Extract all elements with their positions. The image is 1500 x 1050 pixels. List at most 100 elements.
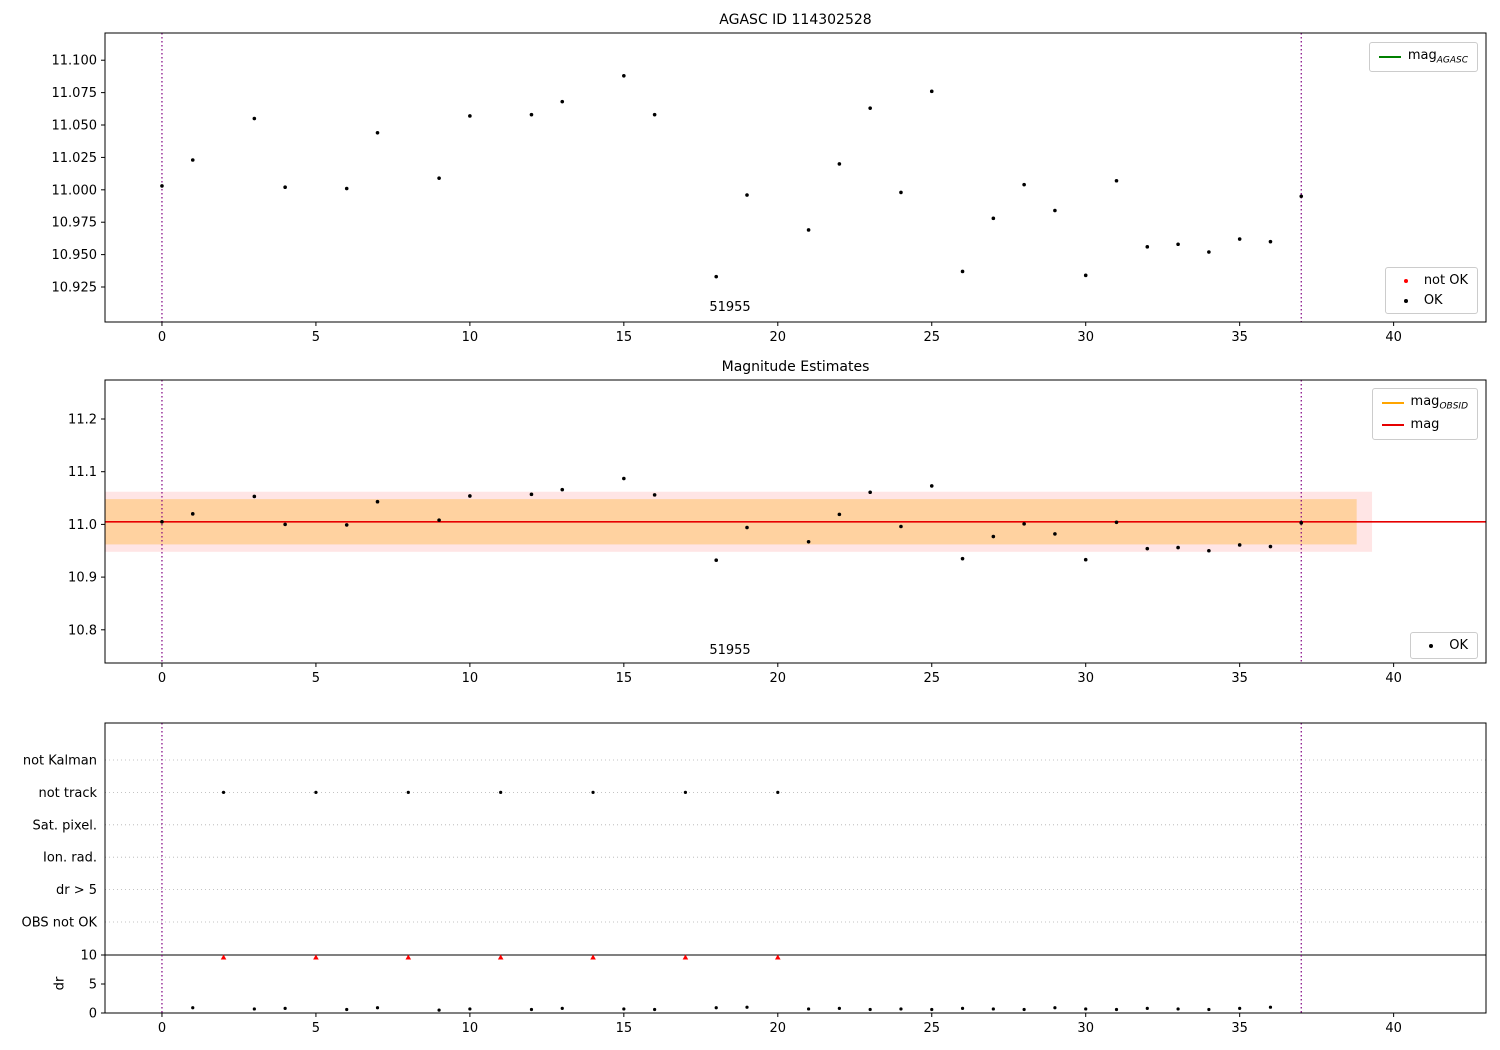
data-point-ok (1268, 239, 1273, 244)
dr-clipped-marker (774, 954, 781, 960)
legend-ok: OK (1410, 632, 1478, 659)
dr-point (191, 1006, 195, 1010)
data-point-ok (375, 499, 380, 504)
y-tick-label: 11.025 (52, 151, 98, 166)
legend-label-sub: AGASC (1436, 55, 1468, 66)
x-tick-label: 20 (770, 671, 787, 686)
y-tick-label: 10.975 (52, 216, 98, 231)
data-point-ok (622, 476, 626, 481)
data-point-ok (899, 524, 903, 529)
data-point-ok (468, 494, 472, 498)
data-point-ok (1145, 546, 1150, 551)
category-label: Ion. rad. (43, 851, 97, 866)
dr-point (1084, 1007, 1088, 1011)
legend-mag-agasc: magAGASC (1368, 42, 1478, 72)
dr-point (991, 1007, 995, 1011)
data-point-ok (899, 190, 903, 195)
flag-point-not-track (776, 790, 780, 795)
x-tick-label: 15 (616, 330, 633, 345)
y-tick-label: 11.000 (52, 183, 98, 198)
legend-label: magOBSID (1411, 394, 1468, 412)
ok-dot-swatch (1403, 298, 1408, 303)
data-point-ok (714, 274, 719, 279)
data-point-ok (190, 512, 195, 516)
data-point-ok (868, 106, 872, 110)
x-tick-label: 25 (923, 1021, 940, 1036)
data-point-ok (1053, 208, 1057, 213)
data-point-ok (252, 116, 257, 121)
data-point-ok (344, 523, 349, 527)
x-tick-label: 35 (1231, 1021, 1248, 1036)
x-tick-label: 10 (462, 671, 479, 686)
data-point-ok (1022, 522, 1026, 526)
x-tick-label: 25 (923, 671, 940, 686)
data-point-ok (283, 185, 287, 190)
flag-point-not-track (591, 790, 595, 795)
legend-label-sub: OBSID (1439, 401, 1468, 412)
data-point-ok (1083, 557, 1088, 562)
dr-point (1022, 1007, 1026, 1012)
legend-mag-obsid: magOBSID mag (1371, 388, 1478, 441)
plot1-obsid-annotation: 51955 (709, 300, 751, 315)
dr-point (252, 1007, 256, 1011)
dr-point (468, 1007, 472, 1011)
dr-point (1145, 1006, 1149, 1010)
dr-clipped-marker (220, 954, 227, 960)
legend-label: OK (1424, 293, 1443, 308)
legend-label-main: mag (1410, 394, 1440, 409)
data-point-ok (1114, 520, 1119, 525)
data-point-ok (837, 162, 842, 166)
data-point-ok (837, 512, 842, 517)
axes-frame (104, 32, 1487, 323)
plot2-obsid-annotation: 51955 (709, 643, 751, 658)
legend-label-main: mag (1410, 416, 1440, 432)
data-point-ok (160, 184, 164, 188)
dr-point (1268, 1005, 1273, 1009)
data-point-ok (1114, 178, 1119, 183)
legend-label-main: OK (1449, 638, 1468, 653)
not-ok-dot-swatch (1403, 278, 1408, 283)
plot2-title: Magnitude Estimates (721, 359, 870, 375)
x-tick-label: 20 (770, 1021, 787, 1036)
axes-frame (104, 722, 1487, 1014)
legend-item-mag: mag (1381, 416, 1468, 435)
y-tick-label: 11.100 (52, 54, 98, 69)
dr-point (375, 1006, 380, 1010)
plot1-title: AGASC ID 114302528 (719, 12, 872, 28)
x-tick-label: 10 (462, 1021, 479, 1036)
x-tick-label: 15 (616, 1021, 633, 1036)
dr-axis-label: dr (52, 976, 68, 991)
dr-clipped-marker (405, 954, 412, 960)
axes-frame (104, 379, 1487, 664)
data-point-ok (1207, 250, 1211, 254)
legend-item-mag-agasc: magAGASC (1378, 48, 1468, 66)
dr-point (1238, 1006, 1242, 1010)
x-tick-label: 15 (616, 671, 633, 686)
category-label: OBS not OK (22, 916, 98, 931)
dr-clipped-marker (497, 954, 504, 960)
data-point-ok (560, 99, 565, 104)
dr-point (1114, 1007, 1119, 1012)
dr-clipped-marker (313, 954, 319, 960)
x-tick-label: 0 (158, 1021, 166, 1036)
data-point-ok (806, 228, 811, 232)
x-tick-label: 20 (770, 330, 787, 345)
data-point-ok (806, 539, 811, 544)
dr-point (529, 1007, 534, 1012)
legend-item-ok: OK (1420, 638, 1468, 653)
data-point-ok (468, 114, 472, 118)
x-tick-label: 0 (158, 671, 166, 686)
data-point-ok (190, 158, 195, 162)
legend-ok-notok: not OK OK (1384, 267, 1478, 314)
data-point-ok (652, 112, 657, 117)
data-point-ok (868, 490, 872, 495)
legend-item-not-ok: not OK (1395, 273, 1468, 288)
data-point-ok (1176, 242, 1180, 247)
data-point-ok (745, 525, 749, 530)
category-label: not track (38, 786, 97, 801)
y-tick-label: 10.950 (52, 248, 98, 263)
flag-point-not-track (499, 790, 503, 795)
data-point-ok (437, 518, 441, 522)
y-tick-label: 11.050 (52, 119, 98, 134)
